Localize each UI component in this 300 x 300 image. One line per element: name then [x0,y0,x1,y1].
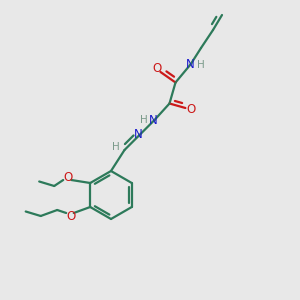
Text: O: O [66,209,75,223]
Text: N: N [134,128,142,142]
Text: O: O [64,171,73,184]
Text: H: H [196,59,204,70]
Text: O: O [186,103,195,116]
Text: N: N [149,113,158,127]
Text: H: H [140,115,147,125]
Text: H: H [112,142,120,152]
Text: N: N [186,58,195,71]
Text: O: O [152,62,161,75]
